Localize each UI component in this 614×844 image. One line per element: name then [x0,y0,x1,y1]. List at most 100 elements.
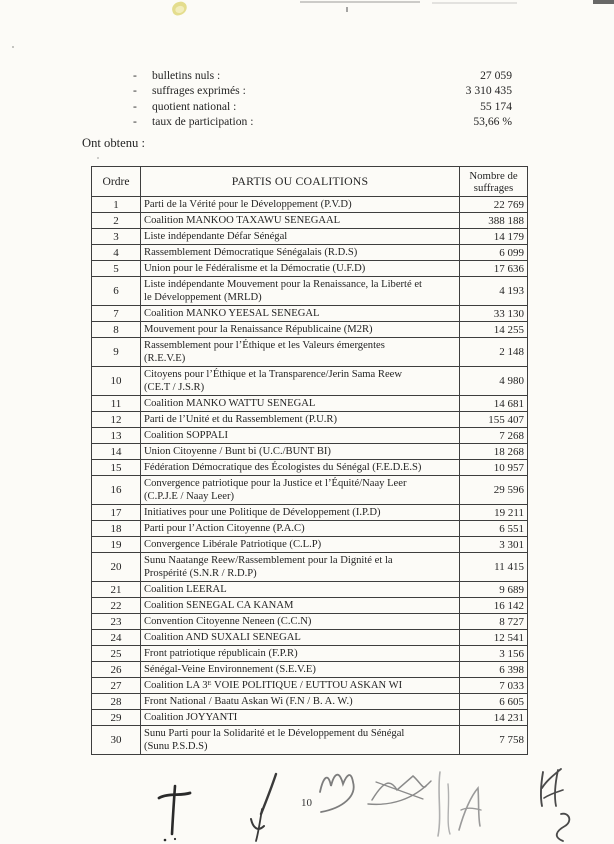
row-party-name: Convention Citoyenne Neneen (C.C.N) [140,613,460,630]
table-row: 8 Mouvement pour la Renaissance Républic… [91,321,528,338]
table-row: 28 Front National / Baatu Askan Wi (F.N … [91,693,528,710]
row-party-name: Rassemblement Démocratique Sénégalais (R… [140,244,460,261]
table-row: 18 Parti pour l’Action Citoyenne (P.A.C)… [91,520,528,537]
scan-artifact-speck [97,157,99,159]
row-ordre: 4 [91,244,141,261]
row-party-name: Convergence patriotique pour la Justice … [140,475,460,505]
table-row: 25 Front patriotique républicain (F.P.R)… [91,645,528,662]
row-ordre: 17 [91,504,141,521]
column-header-parties: PARTIS OU COALITIONS [140,166,460,197]
row-suffrages-count: 6 605 [459,693,528,710]
row-ordre: 16 [91,475,141,505]
scan-artifact-smudge [432,2,517,4]
row-party-name: Liste indépendante Mouvement pour la Ren… [140,276,460,306]
table-row: 20 Sunu Naatange Reew/Rassemblement pour… [91,552,528,582]
row-suffrages-count: 17 636 [459,260,528,277]
row-party-name: Sénégal-Veine Environnement (S.E.V.E) [140,661,460,678]
row-suffrages-count: 18 268 [459,443,528,460]
row-ordre: 14 [91,443,141,460]
table-row: 29 Coalition JOYYANTI 14 231 [91,709,528,726]
row-suffrages-count: 3 156 [459,645,528,662]
signature-mark-1 [157,784,192,842]
row-ordre: 25 [91,645,141,662]
table-row: 9 Rassemblement pour l’Éthique et les Va… [91,337,528,367]
row-party-name: Convergence Libérale Patriotique (C.L.P) [140,536,460,553]
row-suffrages-count: 2 148 [459,337,528,367]
summary-item-label: suffrages exprimés : [152,84,246,98]
row-party-name: Liste indépendante Défar Sénégal [140,228,460,245]
row-party-name: Parti de l’Unité et du Rassemblement (P.… [140,411,460,428]
row-suffrages-count: 14 231 [459,709,528,726]
row-party-name: Sunu Parti pour la Solidarité et le Déve… [140,725,460,755]
row-ordre: 6 [91,276,141,306]
row-suffrages-count: 6 398 [459,661,528,678]
row-party-name: Union Citoyenne / Bunt bi (U.C./BUNT BI) [140,443,460,460]
row-party-name: Coalition JOYYANTI [140,709,460,726]
row-ordre: 11 [91,395,141,412]
row-suffrages-count: 14 255 [459,321,528,338]
row-ordre: 28 [91,693,141,710]
summary-item: - suffrages exprimés : 3 310 435 [133,84,512,99]
row-ordre: 21 [91,581,141,598]
bullet-dash: - [133,69,137,82]
table-row: 30 Sunu Parti pour la Solidarité et le D… [91,725,528,755]
row-ordre: 1 [91,196,141,213]
table-row: 5 Union pour le Fédéralisme et la Démocr… [91,260,528,277]
table-row: 10 Citoyens pour l’Éthique et la Transpa… [91,366,528,396]
table-row: 14 Union Citoyenne / Bunt bi (U.C./BUNT … [91,443,528,460]
scan-artifact-speck [12,46,14,48]
row-suffrages-count: 29 596 [459,475,528,505]
row-suffrages-count: 6 099 [459,244,528,261]
row-suffrages-count: 155 407 [459,411,528,428]
row-party-name: Citoyens pour l’Éthique et la Transparen… [140,366,460,396]
row-ordre: 12 [91,411,141,428]
row-suffrages-count: 9 689 [459,581,528,598]
table-row: 7 Coalition MANKO YEESAL SENEGAL 33 130 [91,305,528,322]
bullet-dash: - [133,115,137,129]
row-ordre: 22 [91,597,141,614]
table-row: 6 Liste indépendante Mouvement pour la R… [91,276,528,306]
signature-mark-6 [458,786,482,831]
row-party-name: Coalition SOPPALI [140,427,460,444]
row-ordre: 15 [91,459,141,476]
row-ordre: 2 [91,212,141,229]
row-suffrages-count: 388 188 [459,212,528,229]
signature-mark-7 [539,768,571,842]
row-party-name: Initiatives pour une Politique de Dévelo… [140,504,460,521]
scan-artifact-corner-mark [593,0,614,4]
table-row: 16 Convergence patriotique pour la Justi… [91,475,528,505]
row-party-name: Front National / Baatu Askan Wi (F.N / B… [140,693,460,710]
table-row: 1 Parti de la Vérité pour le Développeme… [91,196,528,213]
row-ordre: 20 [91,552,141,582]
row-suffrages-count: 8 727 [459,613,528,630]
scan-artifact-speck [346,7,348,12]
bullet-dash: - [133,99,137,113]
row-ordre: 27 [91,677,141,694]
row-suffrages-count: 10 957 [459,459,528,476]
table-row: 2 Coalition MANKOO TAXAWU SENEGAAL 388 1… [91,212,528,229]
row-ordre: 26 [91,661,141,678]
row-ordre: 29 [91,709,141,726]
row-suffrages-count: 14 179 [459,228,528,245]
row-suffrages-count: 14 681 [459,395,528,412]
row-party-name: Mouvement pour la Renaissance Républicai… [140,321,460,338]
scan-artifact-yellow-mark [170,0,189,17]
table-row: 26 Sénégal-Veine Environnement (S.E.V.E)… [91,661,528,678]
row-party-name: Fédération Démocratique des Écologistes … [140,459,460,476]
summary-item: - quotient national : 55 174 [133,100,512,115]
table-header-row: Ordre PARTIS OU COALITIONS Nombre de suf… [91,166,528,197]
row-party-name: Coalition MANKOO TAXAWU SENEGAAL [140,212,460,229]
row-party-name: Coalition AND SUXALI SENEGAL [140,629,460,646]
row-suffrages-count: 22 769 [459,196,528,213]
signature-mark-2 [250,772,278,842]
row-party-name: Coalition LA 3ᴱ VOIE POLITIQUE / EUTTOU … [140,677,460,694]
page-number: 10 [301,797,312,809]
table-row: 13 Coalition SOPPALI 7 268 [91,427,528,444]
row-ordre: 24 [91,629,141,646]
row-suffrages-count: 4 193 [459,276,528,306]
row-ordre: 13 [91,427,141,444]
row-party-name: Union pour le Fédéralisme et la Démocrat… [140,260,460,277]
table-row: 27 Coalition LA 3ᴱ VOIE POLITIQUE / EUTT… [91,677,528,694]
ont-obtenu-heading: Ont obtenu : [82,136,145,150]
signature-mark-4 [367,775,432,806]
